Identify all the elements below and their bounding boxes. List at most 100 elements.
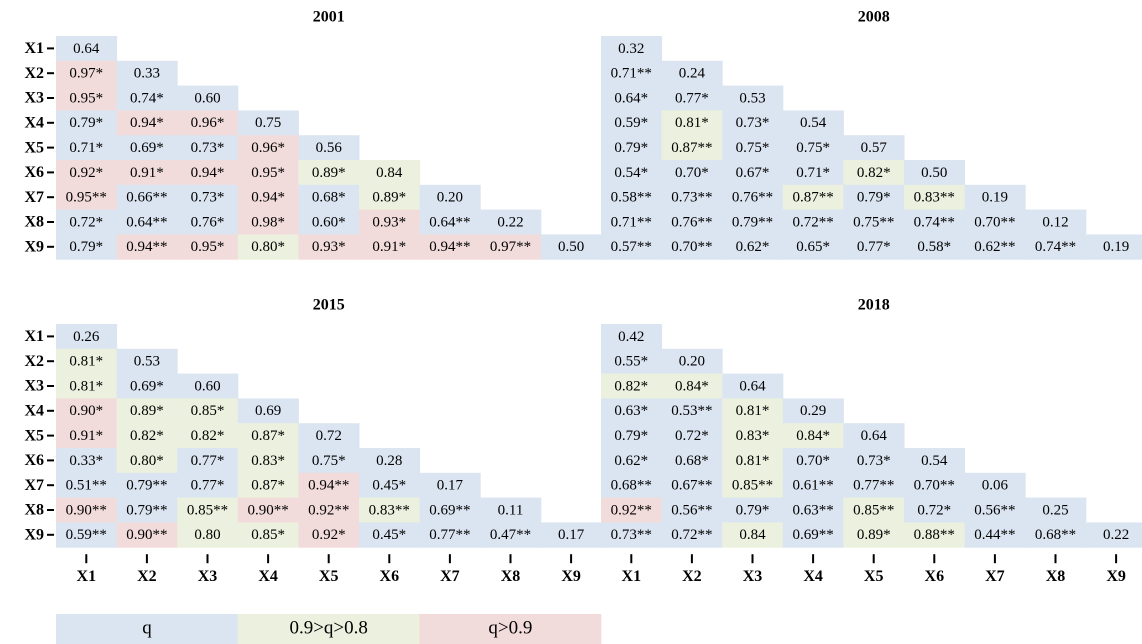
cell-label: 0.68* <box>312 190 346 206</box>
cell <box>782 209 844 235</box>
cell-label: 0.83** <box>369 502 410 518</box>
cell <box>116 85 178 111</box>
cell-label: 0.69* <box>130 378 164 394</box>
cell-label: 0.91* <box>372 239 406 255</box>
cell <box>964 184 1026 211</box>
cell-label: 0.97* <box>69 66 103 82</box>
cell <box>237 135 299 161</box>
cell <box>177 209 239 235</box>
cell <box>904 209 966 235</box>
cell-label: 0.57 <box>861 140 888 156</box>
cell-label: 0.64** <box>429 214 470 230</box>
cell <box>177 373 239 399</box>
cell-label: 0.72* <box>917 502 951 518</box>
cell <box>661 209 723 235</box>
cell-label: 0.47** <box>490 527 531 543</box>
cell <box>56 472 118 499</box>
cell-label: 0.44** <box>974 527 1015 543</box>
cell <box>843 135 905 161</box>
cell <box>177 160 239 186</box>
cell-label: 0.95* <box>191 239 225 255</box>
x-tick-label: X8 <box>501 568 521 585</box>
cell <box>722 160 784 186</box>
cell <box>661 472 723 499</box>
cell-label: 0.56** <box>671 502 712 518</box>
cell-label: 0.69* <box>130 140 164 156</box>
cell <box>56 209 118 235</box>
cell <box>601 209 663 235</box>
cell-label: 0.79** <box>126 478 167 494</box>
x-tick-label: X6 <box>380 568 400 585</box>
cell <box>116 448 178 474</box>
cell-label: 0.85* <box>191 403 225 419</box>
legend-swatch <box>56 614 238 644</box>
cell <box>298 184 360 211</box>
cell-label: 0.57** <box>611 239 652 255</box>
cell-label: 0.22 <box>497 214 523 230</box>
legend-label: q>0.9 <box>488 617 532 638</box>
cell <box>904 234 966 260</box>
cell <box>56 448 118 474</box>
cell <box>116 472 178 499</box>
x-tick-label: X1 <box>77 568 97 585</box>
cell-label: 0.82* <box>130 428 164 444</box>
cell-label: 0.76* <box>191 214 225 230</box>
cell-label: 0.60 <box>194 378 220 394</box>
cell <box>419 209 481 235</box>
cell <box>298 209 360 235</box>
cell <box>964 522 1026 548</box>
cell <box>722 472 784 499</box>
cell <box>237 398 299 424</box>
cell-label: 0.73* <box>857 453 891 469</box>
cell-label: 0.90** <box>126 527 167 543</box>
cell <box>359 234 421 260</box>
cell-label: 0.94** <box>429 239 470 255</box>
y-tick-label: X1 <box>24 328 44 345</box>
cell <box>601 522 663 548</box>
cell <box>782 110 844 136</box>
cell <box>56 373 118 399</box>
cell <box>116 373 178 399</box>
cell <box>540 522 602 548</box>
cell <box>601 36 663 62</box>
cell <box>540 234 602 260</box>
cell-label: 0.56 <box>316 140 343 156</box>
cell-label: 0.50 <box>921 165 947 181</box>
cell-label: 0.83** <box>914 190 955 206</box>
cell <box>722 85 784 111</box>
panel-title: 2001 <box>313 9 345 26</box>
cell-label: 0.17 <box>558 527 585 543</box>
cell <box>782 497 844 523</box>
cell-label: 0.81* <box>69 354 103 370</box>
x-tick-label: X4 <box>258 568 278 585</box>
cell-label: 0.83* <box>251 453 285 469</box>
cell <box>56 110 118 136</box>
cell-label: 0.95** <box>66 190 107 206</box>
cell <box>601 448 663 474</box>
cell <box>177 135 239 161</box>
cell-label: 0.87* <box>251 478 285 494</box>
y-tick-label: X6 <box>24 452 44 469</box>
cell-label: 0.94** <box>126 239 167 255</box>
cell-label: 0.90** <box>247 502 288 518</box>
cell-label: 0.70** <box>974 214 1015 230</box>
cell <box>904 497 966 523</box>
cell <box>298 472 360 499</box>
cell-label: 0.79** <box>126 502 167 518</box>
cell-label: 0.87* <box>251 428 285 444</box>
cell <box>359 472 421 499</box>
cell-label: 0.94* <box>251 190 285 206</box>
cell <box>177 497 239 523</box>
cell <box>843 184 905 211</box>
cell <box>480 234 542 260</box>
cell-label: 0.84 <box>739 527 766 543</box>
cell <box>601 135 663 161</box>
cell <box>480 497 542 523</box>
cell <box>601 423 663 449</box>
cell-label: 0.80 <box>194 527 220 543</box>
cell-label: 0.92* <box>69 165 103 181</box>
y-tick-label: X3 <box>24 90 44 107</box>
cell-label: 0.64** <box>126 214 167 230</box>
cell-label: 0.71** <box>611 214 652 230</box>
cell-label: 0.73* <box>191 140 225 156</box>
